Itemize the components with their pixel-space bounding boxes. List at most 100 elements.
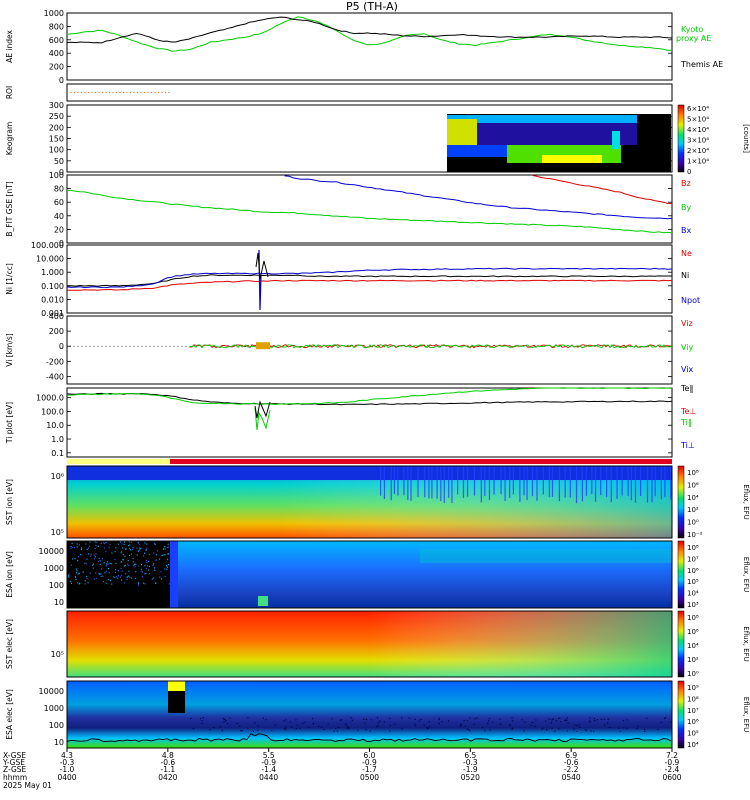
xtick-label: 6.9 [565, 751, 577, 760]
sst-ion-stripe [594, 466, 597, 502]
esa-ion-speckle [75, 568, 77, 570]
esa-ion-speckle [132, 561, 134, 563]
esa-elec-speckle [460, 724, 462, 726]
esa-ion-speckle [98, 557, 100, 560]
legend-label-viz: Viz [681, 319, 693, 328]
esa-ion-speckle [133, 564, 135, 567]
esa-elec-speckle [512, 727, 514, 729]
colorbar-tick: 10⁸ [687, 544, 699, 552]
esa-elec-speckle [558, 717, 560, 719]
esa-elec-speckle [296, 724, 299, 726]
esa-ion-speckle [90, 553, 92, 555]
esa-ion-speckle [128, 554, 130, 557]
esa-elec-speckle [623, 727, 625, 729]
esa-ion-speckle [117, 575, 119, 577]
esa-ion-speckle [87, 547, 89, 549]
esa-ion-speckle [94, 547, 96, 550]
esa-ion-speckle [89, 572, 91, 574]
esa-ion-speckle [126, 578, 128, 580]
roi-dot [161, 91, 163, 94]
xtick-label: 4.3 [61, 751, 73, 760]
esa-ion-speckle [138, 583, 140, 585]
esa-ion-speckle [122, 559, 124, 561]
ytick-label: 300 [49, 101, 64, 110]
esa-elec-speckle [499, 723, 502, 725]
esa-elec-speckle [463, 720, 465, 722]
sst-ion-stripe [504, 466, 506, 502]
esa-ion-speckle [68, 573, 70, 575]
esa-elec-speckle [469, 717, 471, 719]
velocity-dot [141, 345, 143, 347]
esa-ion-speckle [101, 568, 103, 570]
esa-elec-speckle [295, 728, 297, 730]
colorbar-tick: 10² [687, 656, 699, 664]
sst-ion-stripe [646, 466, 649, 503]
esa-elec-speckle [213, 727, 215, 729]
sst-ion-stripe [654, 466, 656, 497]
xaxis-row-label: Z-GSE [3, 765, 27, 774]
esa-elec-speckle [283, 728, 286, 730]
colorbar-tick: 10² [687, 506, 699, 514]
esa-elec-speckle [590, 730, 592, 732]
xtick-label: -0.9 [362, 758, 377, 767]
esa-ion-speckle [139, 547, 141, 549]
roi-dot [87, 91, 90, 94]
roi-dot [108, 91, 111, 94]
panel-frame-ae [66, 12, 673, 81]
colorbar-ramp [677, 540, 685, 609]
ylabel-ae: AE index [5, 30, 14, 63]
yticks-esa_elec: 10000 1000 100 10 [39, 687, 64, 747]
esa-ion-speckle [120, 550, 122, 553]
esa-elec-speckle [552, 718, 554, 720]
esa-ion-speckle [140, 570, 142, 572]
spectrogram-base [67, 681, 672, 748]
ytick-label: 200 [49, 63, 64, 72]
roi-dot [105, 91, 107, 94]
esa-elec-speckle [289, 721, 292, 723]
xtick-label: 6.0 [364, 751, 376, 760]
legend-label-temp: Te⊥ [680, 407, 696, 416]
esa-elec-speckle [438, 719, 440, 721]
esa-elec-speckle [241, 730, 243, 732]
esa-elec-speckle [566, 719, 568, 721]
esa-elec-speckle [558, 728, 560, 730]
velocity-dot [129, 345, 131, 347]
sst-ion-stripe [512, 466, 514, 495]
esa-elec-speckle [509, 724, 511, 726]
esa-elec-speckle [265, 719, 267, 721]
esa-ion-speckle [134, 563, 136, 565]
esa-elec-speckle [347, 726, 349, 728]
sst-ion-stripe [509, 466, 511, 498]
series-line-te [66, 392, 673, 406]
legend-label-temp: Te‖ [680, 384, 693, 393]
esa-ion-speckle [100, 575, 102, 578]
esa-elec-speckle [468, 729, 470, 731]
colorbar-label: Eflux, EFU [742, 697, 750, 732]
esa-elec-speckle [489, 729, 491, 731]
keogram-band [447, 115, 671, 123]
esa-elec-speckle [401, 728, 403, 730]
esa-elec-speckle [644, 730, 646, 732]
esa-elec-speckle [546, 729, 548, 731]
esa-elec-speckle [511, 717, 513, 719]
sst-ion-stripe [531, 466, 534, 497]
yticks-sst_elec: 10⁵ [51, 650, 64, 659]
esa-ion-speckle [140, 548, 142, 550]
esa-elec-speckle [564, 719, 566, 721]
esa-elec-speckle [511, 728, 513, 730]
legend-label-bx: Bx [681, 226, 691, 235]
esa-ion-speckle [125, 548, 127, 550]
esa-elec-speckle [346, 727, 348, 729]
xtick-label: -1.0 [60, 765, 75, 774]
series-line-npot [66, 267, 673, 289]
esa-elec-speckle [221, 730, 224, 732]
esa-ion-speckle [145, 573, 147, 575]
sst-ion-stripe [664, 466, 666, 497]
roi-dot [94, 91, 97, 94]
esa-elec-speckle [541, 728, 543, 730]
esa-ion-speckle [102, 580, 104, 583]
esa-elec-speckle [271, 730, 273, 732]
esa-ion-speckle [86, 577, 88, 580]
esa-elec-speckle [418, 720, 420, 722]
colorbar-keogram: 6×10⁴ 5×10⁴ 4×10⁴ 3×10⁴ 2×10⁴ 1×10⁴ 0 [counts] [677, 104, 750, 176]
